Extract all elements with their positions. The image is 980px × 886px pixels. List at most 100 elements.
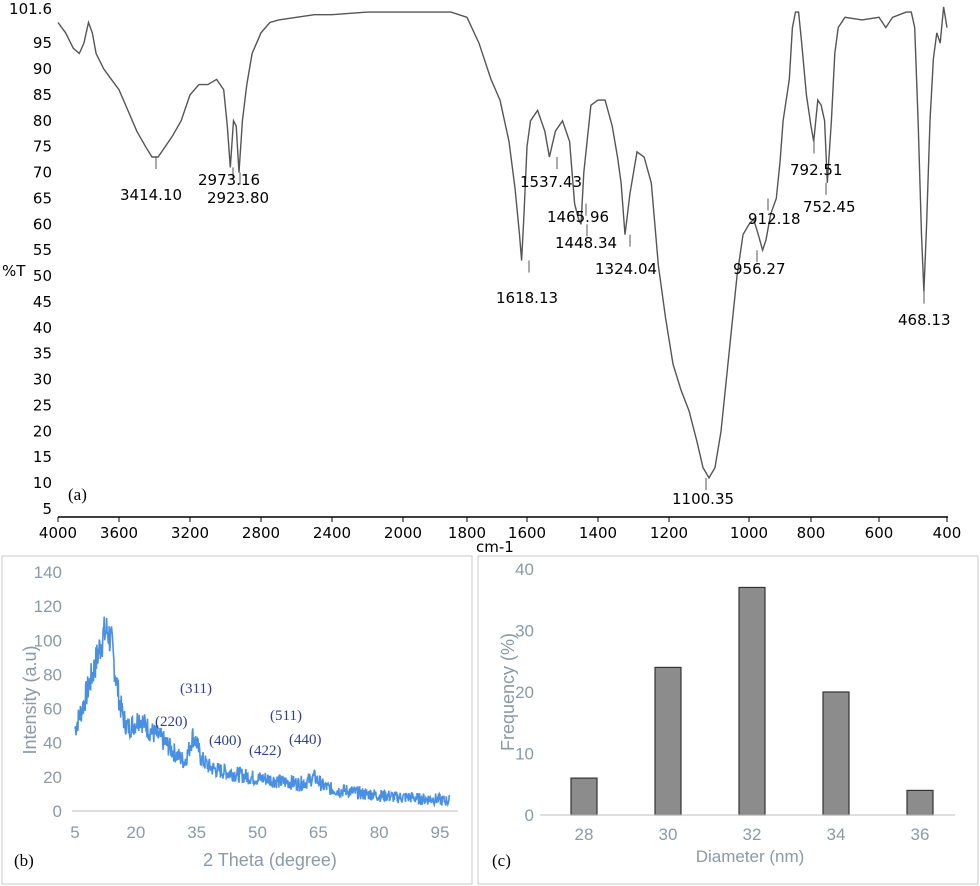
ftir-y-tick-label: 80: [33, 112, 52, 130]
ftir-peak-label: 912.18: [748, 210, 801, 228]
xrd-peak-label: (422): [249, 743, 282, 759]
xrd-y-tick-label: 60: [43, 700, 62, 719]
xrd-x-tick-label: 20: [126, 823, 145, 842]
ftir-x-tick-label: 800: [797, 524, 826, 542]
histogram-x-tick-label: 28: [575, 825, 594, 844]
xrd-y-tick-label: 20: [43, 768, 62, 787]
ftir-x-tick-label: 4000: [39, 524, 77, 542]
xrd-x-tick-label: 80: [370, 823, 389, 842]
histogram-bars: [570, 586, 934, 816]
ftir-x-tick-label: 1200: [650, 524, 688, 542]
ftir-y-tick-label: 95: [33, 34, 52, 52]
histogram-bar: [570, 777, 598, 816]
ftir-peak-label: 2923.80: [207, 189, 269, 207]
ftir-x-tick-label: 2400: [313, 524, 351, 542]
ftir-peak-label: 1537.43: [520, 173, 582, 191]
xrd-x-tick-label: 65: [309, 823, 328, 842]
ftir-peak-label: 1324.04: [595, 260, 657, 278]
xrd-peak-label: (440): [289, 732, 322, 748]
ftir-x-tick-label: 1400: [579, 524, 617, 542]
ftir-x-tick-label: 3600: [100, 524, 138, 542]
xrd-x-tick-label: 50: [248, 823, 267, 842]
panel-label-b: (b): [14, 851, 34, 870]
ftir-y-tick-label: 50: [33, 267, 52, 285]
ftir-y-tick-label: 5: [42, 500, 52, 518]
ftir-y-tick-label: 70: [33, 164, 52, 182]
histogram-x-tick-label: 36: [911, 825, 930, 844]
xrd-peak-label: (220): [155, 714, 188, 730]
histogram-y-tick-label: 30: [515, 622, 534, 641]
histogram-bar: [738, 586, 766, 816]
ftir-peak-label: 468.13: [898, 311, 951, 329]
ftir-y-tick-label: 45: [33, 293, 52, 311]
histogram-bar: [654, 666, 682, 816]
ftir-y-tick-label: 101.6: [9, 0, 52, 18]
ftir-y-tick-label: 55: [33, 241, 52, 259]
histogram-x-tick-label: 32: [743, 825, 762, 844]
xrd-panel: 0 20 40 60 80 100 120 140 5 20 35 50 65 80 95 (220) (3…: [14, 563, 458, 870]
ftir-y-tick-label: 10: [33, 474, 52, 492]
xrd-x-ticks: 5 20 35 50 65 80 95: [70, 823, 449, 842]
ftir-peak-label: 792.51: [790, 161, 843, 179]
ftir-y-tick-label: 60: [33, 215, 52, 233]
ftir-y-label: %T: [2, 262, 26, 280]
ftir-x-tick-label: 1000: [730, 524, 768, 542]
histogram-panel-frame: [477, 555, 979, 885]
histogram-y-label: Frequency (%): [498, 633, 518, 751]
ftir-x-tick-label: 2800: [242, 524, 280, 542]
ftir-x-tick-label: 1600: [508, 524, 546, 542]
xrd-y-tick-label: 140: [34, 563, 62, 582]
panel-label-a: (a): [68, 485, 87, 504]
ftir-x-tick-label: 600: [865, 524, 894, 542]
histogram-x-label: Diameter (nm): [696, 847, 805, 866]
ftir-y-ticks: 101.6 95 90 85 80 75 70 65 60 55 50 45 40 35 30 25 20 15 1…: [9, 0, 52, 518]
ftir-y-tick-label: 30: [33, 371, 52, 389]
histogram-bar: [906, 789, 934, 816]
ftir-peak-label: 752.45: [803, 198, 856, 216]
xrd-y-tick-label: 120: [34, 597, 62, 616]
histogram-y-tick-label: 40: [515, 560, 534, 579]
ftir-peak-label: 1465.96: [547, 208, 609, 226]
xrd-peak-label: (311): [180, 681, 212, 697]
histogram-x-ticks: 28 30 32 34 36: [575, 825, 930, 844]
histogram-y-ticks: 0 10 20 30 40: [515, 560, 534, 825]
ftir-x-ticks: 4000 3600 3200 2800 2400 2000 1800 1600 1400 1200…: [39, 517, 961, 542]
ftir-x-label: cm-1: [476, 538, 514, 556]
xrd-y-tick-label: 80: [43, 665, 62, 684]
xrd-x-tick-label: 95: [431, 823, 450, 842]
xrd-peak-label: (400): [209, 733, 242, 749]
xrd-x-label: 2 Theta (degree): [203, 850, 337, 870]
ftir-x-tick-label: 400: [933, 524, 962, 542]
ftir-y-tick-label: 20: [33, 422, 52, 440]
ftir-peak-label: 1100.35: [672, 490, 734, 508]
histogram-panel: 0 10 20 30 40 28 30 32 34 36 Frequency (%) Diame…: [492, 560, 955, 870]
xrd-pattern-line: [74, 616, 451, 808]
ftir-peak-label: 2973.16: [198, 171, 260, 189]
ftir-y-tick-label: 40: [33, 319, 52, 337]
ftir-x-tick-label: 3200: [171, 524, 209, 542]
xrd-y-tick-label: 100: [34, 631, 62, 650]
ftir-y-tick-label: 65: [33, 189, 52, 207]
ftir-y-tick-label: 25: [33, 396, 52, 414]
histogram-y-tick-label: 0: [525, 806, 534, 825]
ftir-y-tick-label: 15: [33, 448, 52, 466]
histogram-x-tick-label: 34: [827, 825, 846, 844]
panel-label-c: (c): [492, 851, 511, 870]
ftir-peak-label: 1618.13: [496, 289, 558, 307]
ftir-peak-label: 1448.34: [555, 234, 617, 252]
ftir-y-tick-label: 35: [33, 345, 52, 363]
histogram-y-tick-label: 20: [515, 683, 534, 702]
xrd-peak-label: (511): [270, 708, 302, 724]
xrd-y-label: Intensity (a.u): [20, 645, 40, 754]
xrd-y-tick-label: 40: [43, 734, 62, 753]
ftir-peak-label: 3414.10: [120, 186, 182, 204]
histogram-bar: [822, 691, 850, 816]
xrd-panel-frame: [1, 555, 473, 885]
ftir-x-tick-label: 1800: [448, 524, 486, 542]
ftir-x-tick-label: 2000: [384, 524, 422, 542]
histogram-y-tick-label: 10: [515, 745, 534, 764]
ftir-panel: 101.6 95 90 85 80 75 70 65 60 55 50 45 40 35 30 25 20 15 1…: [2, 0, 961, 556]
ftir-peak-label: 956.27: [733, 260, 786, 278]
